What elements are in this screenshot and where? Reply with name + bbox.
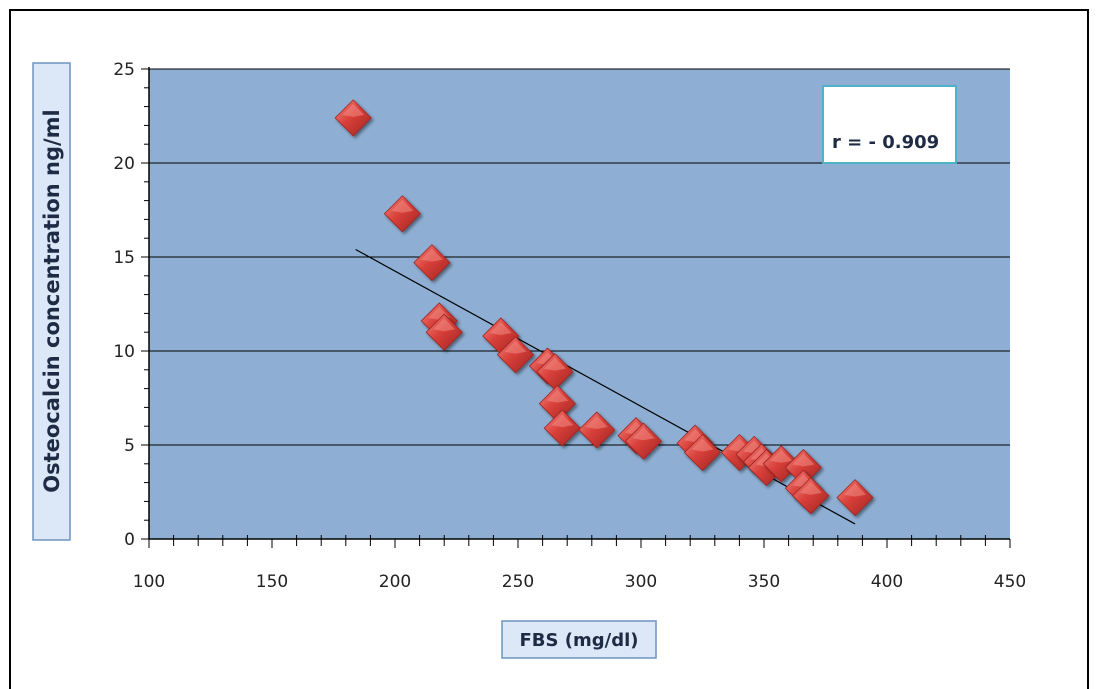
x-tick-label: 400 [871,572,903,592]
diamond-highlight [770,449,793,463]
diamond-highlight [391,199,414,213]
diamond-marker [792,477,830,515]
y-axis-label: Osteocalcin concentration ng/ml [32,62,71,541]
diamond-highlight [546,389,569,403]
y-tick-label: 5 [124,436,135,456]
diamond-highlight [433,318,456,332]
diamond-highlight [799,481,822,495]
x-tick-label: 300 [625,572,657,592]
x-axis-label-text: FBS (mg/dl) [520,630,639,651]
x-tick-label: 100 [133,572,165,592]
diamond-highlight [551,414,574,428]
diamond-highlight [792,453,815,467]
data-point [413,244,451,282]
annotation-text: r = - 0.909 [832,132,939,153]
diamond-marker [496,336,535,374]
diamond-highlight [543,357,566,371]
diamond-marker [383,195,421,233]
annotation-box [822,85,957,164]
axes [141,67,1011,548]
diamond-marker [425,313,463,351]
y-axis-label-box [32,62,71,541]
x-tick-label: 150 [256,572,288,592]
y-tick-label: 15 [113,248,135,268]
data-point [836,479,874,517]
x-tick-labels: 100 150 200 250 300 350 400 450 [133,572,1026,592]
y-tick-label: 0 [124,530,135,550]
data-point [536,353,574,391]
diamond-highlight [420,248,443,262]
y-tick-label: 25 [113,60,135,80]
x-axis-label: FBS (mg/dl) [501,620,657,659]
x-tick-label: 450 [994,572,1026,592]
data-point [683,433,722,472]
diamond-highlight [844,483,867,497]
y-tick-label: 20 [113,154,135,174]
data-point [543,409,581,447]
diamond-highlight [691,438,714,452]
x-tick-label: 250 [502,572,534,592]
x-tick-label: 350 [748,572,780,592]
diamond-marker [624,422,663,460]
data-point [784,448,822,487]
data-point [383,195,421,233]
chart-frame [9,9,1089,689]
correlation-annotation: r = - 0.909 [822,85,957,164]
diamond-highlight [585,415,608,429]
diamond-marker [543,409,581,447]
data-points [334,99,874,517]
diamond-highlight [342,103,365,117]
diamond-highlight [504,340,527,354]
diamond-highlight [489,321,512,335]
diamond-highlight [632,427,655,441]
x-tick-label: 200 [379,572,411,592]
data-point [496,336,535,374]
diamond-marker [683,433,722,472]
data-point [334,99,372,137]
y-tick-label: 10 [113,342,135,362]
data-point [425,313,463,351]
data-point [792,477,830,515]
data-point [578,411,616,449]
diamond-marker [836,479,874,517]
diamond-marker [578,411,616,449]
data-point [624,422,663,460]
diamond-marker [413,244,451,282]
diamond-marker [334,99,372,137]
y-tick-labels: 0 5 10 15 20 25 [113,60,135,550]
grid-lines [149,68,1010,446]
y-axis-label-text: Osteocalcin concentration ng/ml [40,109,64,492]
x-axis-label-box [501,620,657,659]
